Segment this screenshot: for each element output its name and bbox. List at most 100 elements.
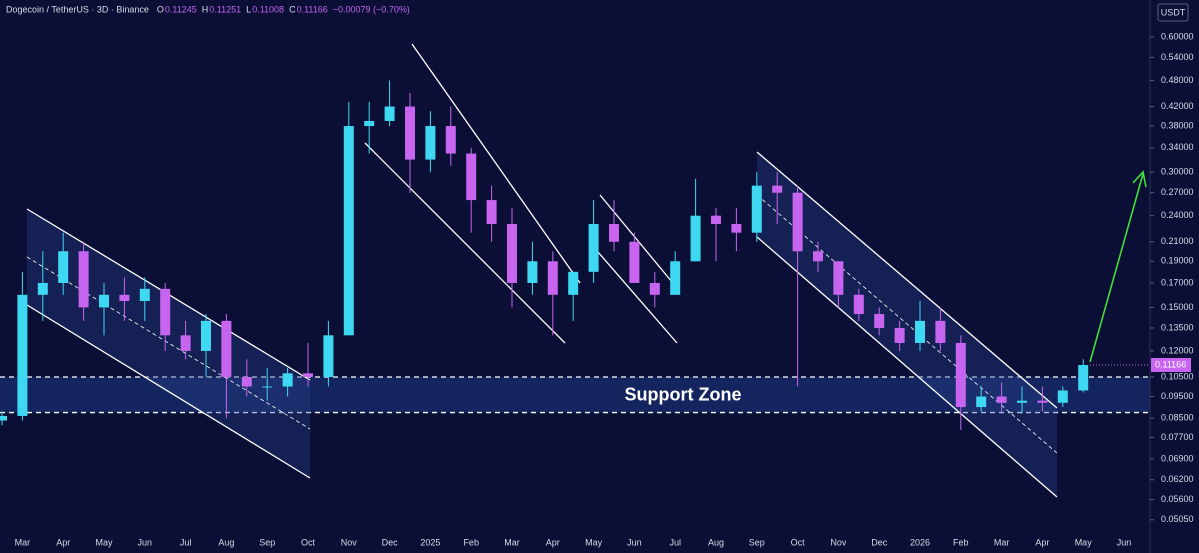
y-tick-label: 0.24000 — [1161, 210, 1194, 220]
candle-body — [241, 376, 252, 387]
x-tick-label: Sep — [259, 537, 275, 547]
candle-body — [711, 215, 721, 225]
candle-body — [833, 261, 844, 295]
candle-body — [201, 320, 211, 351]
x-tick-label: Aug — [218, 537, 234, 547]
y-tick-label: 0.48000 — [1161, 75, 1194, 85]
target-arrow — [1089, 170, 1147, 363]
x-tick-label: Oct — [301, 537, 316, 547]
ohlc-label: L — [246, 4, 251, 14]
candle-body — [731, 224, 742, 233]
x-tick-label: Jun — [138, 537, 153, 547]
y-tick-label: 0.19000 — [1161, 256, 1194, 266]
candle-body — [58, 251, 69, 283]
channel-line — [364, 142, 566, 344]
currency-button-label[interactable]: USDT — [1161, 7, 1186, 17]
x-tick-label: Mar — [15, 537, 31, 547]
price-tag — [1151, 357, 1191, 372]
x-tick-label: 2025 — [420, 537, 440, 547]
symbol: Dogecoin / TetherUS · 3D · Binance — [6, 4, 149, 14]
candle-body — [405, 106, 415, 160]
y-tick-label: 0.10500 — [1161, 371, 1194, 381]
price-axis-panel — [1150, 0, 1199, 553]
candle-body — [629, 241, 640, 283]
ohlc-value: 0.11166 — [297, 4, 328, 14]
x-tick-label: Apr — [1035, 537, 1049, 547]
x-tick-label: Oct — [791, 537, 806, 547]
candle-body — [507, 224, 517, 283]
candle-body — [1078, 364, 1089, 391]
candle-body — [996, 396, 1007, 403]
candle-body — [527, 261, 538, 283]
y-tick-label: 0.05050 — [1161, 514, 1194, 524]
candle-body — [915, 320, 925, 343]
y-tick-label: 0.12000 — [1161, 345, 1194, 355]
header: Dogecoin / TetherUS · 3D · Binance O 0.11… — [6, 4, 410, 14]
x-tick-label: Jul — [669, 537, 681, 547]
y-tick-label: 0.42000 — [1161, 101, 1194, 111]
candle-body — [955, 342, 966, 408]
price-tag-label: 0.11166 — [1155, 359, 1186, 369]
currency-button[interactable] — [1157, 3, 1189, 22]
candle-body — [1037, 400, 1048, 403]
candle-body — [894, 327, 905, 343]
y-tick-label: 0.07700 — [1161, 432, 1194, 442]
y-tick-label: 0.06900 — [1161, 453, 1194, 463]
candle-body — [262, 386, 273, 388]
x-tick-label: May — [1075, 537, 1093, 547]
y-tick-label: 0.06200 — [1161, 474, 1194, 484]
arrow-line — [1089, 173, 1144, 363]
y-tick-label: 0.30000 — [1161, 167, 1194, 177]
candle-body — [17, 294, 28, 416]
candle-body — [445, 126, 456, 154]
candle-body — [0, 415, 7, 421]
candle-body — [37, 282, 48, 295]
candle-body — [119, 294, 130, 302]
candle-body — [364, 120, 375, 127]
channel-line — [411, 43, 581, 284]
candle-body — [649, 282, 660, 295]
y-tick-label: 0.27000 — [1161, 187, 1194, 197]
ohlc-value: 0.11245 — [165, 4, 197, 14]
candle-body — [1057, 390, 1068, 403]
y-tick-label: 0.09500 — [1161, 391, 1194, 401]
y-tick-label: 0.60000 — [1161, 31, 1194, 41]
candle-body — [303, 373, 313, 377]
x-tick-label: Apr — [546, 537, 560, 547]
candle-body — [813, 251, 823, 262]
y-tick-label: 0.17000 — [1161, 277, 1194, 287]
candle-body — [853, 294, 864, 315]
ohlc-label: C — [289, 4, 296, 14]
candle-body — [221, 320, 232, 377]
y-tick-label: 0.54000 — [1161, 52, 1194, 62]
candle-body — [425, 126, 436, 160]
candle-body — [180, 335, 191, 351]
candle-body — [343, 126, 354, 336]
candle-body — [1017, 400, 1027, 403]
ohlc-label: H — [202, 4, 209, 14]
candle-body — [384, 106, 395, 121]
candle-body — [935, 320, 946, 343]
x-tick-label: May — [585, 537, 603, 547]
channels — [26, 43, 1058, 498]
candles — [0, 80, 1089, 431]
channel-mid — [756, 194, 1058, 454]
ohlc-label: O — [157, 4, 164, 14]
y-tick-label: 0.38000 — [1161, 120, 1194, 130]
candle-body — [282, 373, 293, 387]
candle-body — [323, 335, 334, 377]
x-tick-label: Nov — [830, 537, 847, 547]
x-tick-label: Feb — [953, 537, 969, 547]
candle-body — [99, 294, 109, 308]
channel-line — [597, 251, 678, 344]
channel-mid — [26, 256, 311, 430]
x-tick-label: Dec — [382, 537, 399, 547]
ohlc-value: 0.11008 — [252, 4, 284, 14]
candle-body — [78, 251, 89, 308]
candle-body — [486, 200, 497, 225]
candle-body — [874, 314, 885, 328]
x-tick-label: Nov — [341, 537, 358, 547]
candle-body — [670, 261, 681, 295]
